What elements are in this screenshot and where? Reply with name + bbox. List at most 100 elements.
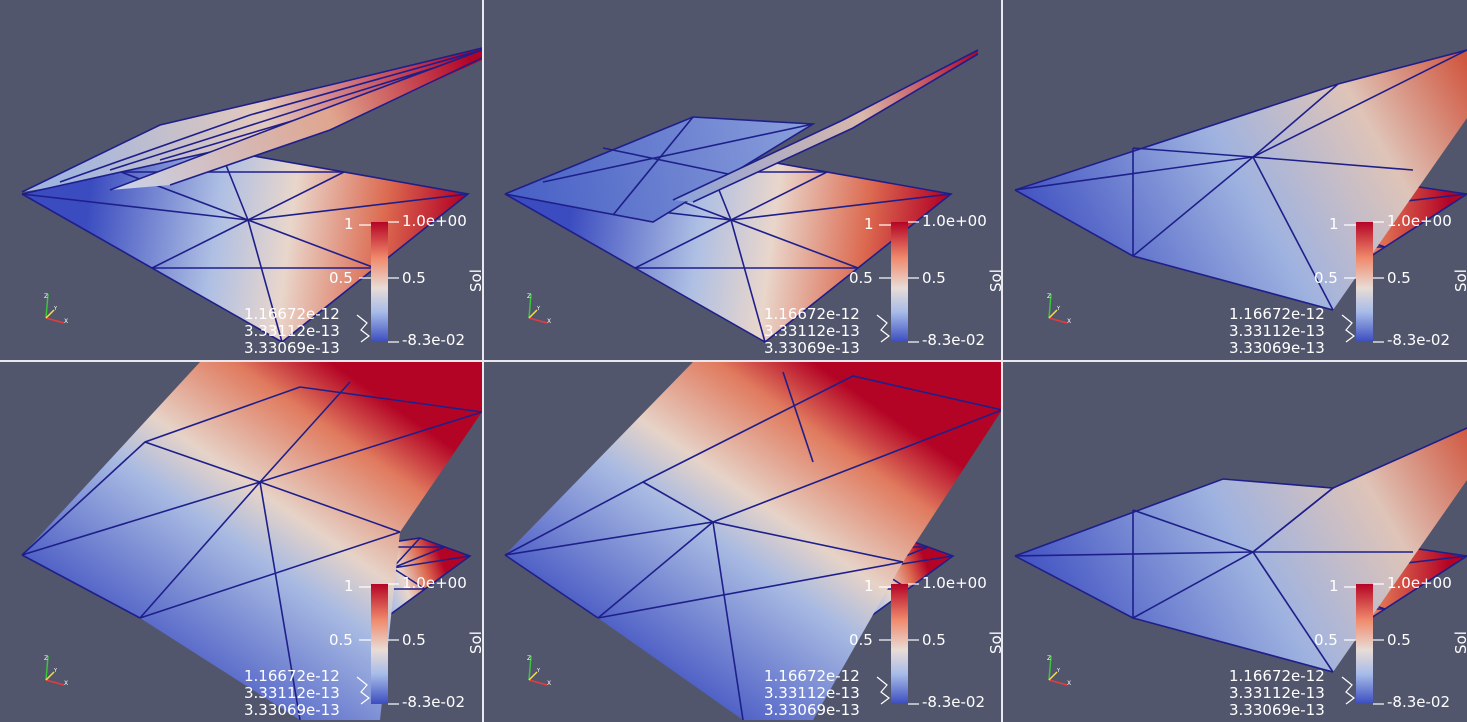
legend-max-label: 1.0e+00 xyxy=(922,574,987,592)
render-view-2-3[interactable]: Z X Y 1.0e+00 0.5 -8.3e-02 1 0.5 1.16672e-12 3.33… xyxy=(1003,362,1467,722)
tilted-sheet-edges xyxy=(1014,49,1467,311)
svg-text:X: X xyxy=(547,680,551,687)
color-bar xyxy=(1341,221,1384,343)
color-legend: 1.0e+00 0.5 -8.3e-02 1 0.5 1.16672e-12 3.33112… xyxy=(244,213,482,360)
legend-variable-title: Sol xyxy=(1452,269,1467,292)
lower-surface xyxy=(22,150,468,342)
blade-front-edges xyxy=(109,49,482,191)
raised-plate-edges xyxy=(504,116,816,223)
legend-annotation: 3.33112e-13 xyxy=(1229,322,1325,340)
color-bar xyxy=(356,221,399,343)
legend-tick-05: 0.5 xyxy=(1314,631,1338,649)
legend-tick-05: 0.5 xyxy=(1314,269,1338,287)
legend-tick-05: 0.5 xyxy=(329,269,353,287)
legend-tick-1: 1 xyxy=(344,215,354,233)
legend-tick-05: 0.5 xyxy=(849,631,873,649)
legend-variable-title: Sol xyxy=(467,631,482,654)
xyz-orientation-axes-icon: Z XY xyxy=(1047,293,1071,325)
legend-annotation: 1.16672e-12 xyxy=(244,305,340,323)
legend-mid-label: 0.5 xyxy=(1387,631,1411,649)
svg-text:Y: Y xyxy=(536,668,541,674)
legend-tick-05: 0.5 xyxy=(849,269,873,287)
surface-plot xyxy=(21,47,482,343)
tilted-sheet xyxy=(1015,50,1467,310)
legend-annotation: 3.33069e-13 xyxy=(1229,701,1325,719)
legend-tick-05: 0.5 xyxy=(329,631,353,649)
svg-text:Z: Z xyxy=(1047,293,1051,300)
color-legend: 1.0e+00 0.5 -8.3e-02 1 0.5 1.16672e-12 3.33112… xyxy=(764,575,1002,722)
legend-annotation: 1.16672e-12 xyxy=(1229,305,1325,323)
legend-tick-1: 1 xyxy=(864,577,874,595)
legend-annotation: 3.33069e-13 xyxy=(244,701,340,719)
legend-variable-title: Sol xyxy=(467,269,482,292)
xyz-orientation-axes-icon: Z XY xyxy=(527,655,551,687)
legend-annotation: 1.16672e-12 xyxy=(244,667,340,685)
legend-min-label: -8.3e-02 xyxy=(1387,693,1450,711)
color-bar xyxy=(876,221,919,343)
thin-blade xyxy=(673,50,978,202)
upper-blade xyxy=(22,48,482,192)
legend-max-label: 1.0e+00 xyxy=(1387,574,1452,592)
svg-text:Z: Z xyxy=(527,293,531,300)
svg-text:X: X xyxy=(64,318,68,325)
thin-blade-edges xyxy=(672,49,979,203)
legend-min-label: -8.3e-02 xyxy=(402,331,465,349)
legend-min-label: -8.3e-02 xyxy=(1387,331,1450,349)
render-view-2-1[interactable]: Z X Y 1.0e+00 0.5 -8.3e-02 1 0.5 1.16672e-12 3.33… xyxy=(0,362,482,722)
legend-mid-label: 0.5 xyxy=(922,269,946,287)
color-bar xyxy=(356,583,399,705)
svg-text:Y: Y xyxy=(1056,668,1061,674)
raised-sheet-edges xyxy=(21,381,482,721)
tilted-sheet-edges xyxy=(1014,427,1467,673)
svg-text:Y: Y xyxy=(53,668,58,674)
legend-annotation: 3.33112e-13 xyxy=(1229,684,1325,702)
svg-text:Z: Z xyxy=(44,655,48,662)
color-legend: 1.0e+00 0.5 -8.3e-02 1 0.5 1.16672e-12 3.33112… xyxy=(1229,213,1467,360)
surface-plot xyxy=(1014,427,1467,673)
legend-mid-label: 0.5 xyxy=(402,631,426,649)
raised-plate xyxy=(505,117,813,222)
color-legend: 1.0e+00 0.5 -8.3e-02 1 0.5 1.16672e-12 3.33112… xyxy=(764,213,1002,360)
svg-text:Z: Z xyxy=(44,293,48,300)
raised-sheet xyxy=(505,362,1002,720)
legend-variable-title: Sol xyxy=(987,631,1002,654)
xyz-orientation-axes-icon: Z XY xyxy=(44,655,68,687)
legend-annotation: 3.33112e-13 xyxy=(244,322,340,340)
raised-sheet-edges xyxy=(504,371,1002,721)
legend-variable-title: Sol xyxy=(1452,631,1467,654)
legend-tick-1: 1 xyxy=(1329,215,1339,233)
legend-annotation: 3.33112e-13 xyxy=(244,684,340,702)
color-legend: 1.0e+00 0.5 -8.3e-02 1 0.5 1.16672e-12 3.33112… xyxy=(244,575,482,722)
color-bar xyxy=(1341,583,1384,705)
render-view-2-2[interactable]: Z X Y 1.0e+00 0.5 -8.3e-02 1 0.5 1.16672e-12 3.33… xyxy=(483,362,1002,722)
legend-tick-1: 1 xyxy=(1329,577,1339,595)
surface-plot xyxy=(504,362,1002,721)
xyz-orientation-axes-icon: Z XY xyxy=(44,293,68,325)
legend-annotation: 1.16672e-12 xyxy=(1229,667,1325,685)
legend-min-label: -8.3e-02 xyxy=(402,693,465,711)
lower-mesh-edges xyxy=(21,149,470,343)
svg-text:Z: Z xyxy=(527,655,531,662)
svg-text:X: X xyxy=(547,318,551,325)
svg-text:Y: Y xyxy=(536,306,541,312)
legend-variable-title: Sol xyxy=(987,269,1002,292)
surface-plot xyxy=(504,49,979,343)
render-view-1-3[interactable]: Z X Y 1.0e+00 0.5 -8.3e-02 1 0.5 1.16672e-12 3.33… xyxy=(1003,0,1467,360)
svg-text:Y: Y xyxy=(1056,306,1061,312)
legend-annotation: 3.33069e-13 xyxy=(764,701,860,719)
legend-mid-label: 0.5 xyxy=(1387,269,1411,287)
legend-max-label: 1.0e+00 xyxy=(1387,212,1452,230)
surface-plot xyxy=(21,362,482,721)
legend-tick-1: 1 xyxy=(864,215,874,233)
legend-annotation: 1.16672e-12 xyxy=(764,667,860,685)
svg-text:Y: Y xyxy=(53,306,58,312)
render-view-1-1[interactable]: Z X Y 1.0e+00 0.5 -8.3e-02 1 0.5 1.16672e-12 3.33… xyxy=(0,0,482,360)
legend-tick-1: 1 xyxy=(344,577,354,595)
render-view-1-2[interactable]: Z X Y 1.0e+00 0.5 -8.3e-02 1 0.5 1.16672e-12 3.33… xyxy=(483,0,1002,360)
legend-annotation: 3.33112e-13 xyxy=(764,322,860,340)
legend-annotation: 3.33069e-13 xyxy=(1229,339,1325,357)
legend-max-label: 1.0e+00 xyxy=(922,212,987,230)
view-separator-horizontal[interactable] xyxy=(0,360,1467,362)
svg-text:X: X xyxy=(1067,680,1071,687)
legend-min-label: -8.3e-02 xyxy=(922,693,985,711)
